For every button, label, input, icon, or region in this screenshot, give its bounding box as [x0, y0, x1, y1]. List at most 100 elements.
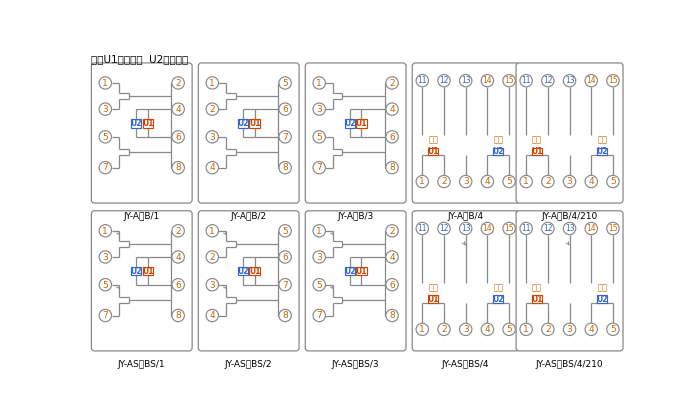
- Circle shape: [172, 251, 184, 263]
- Bar: [131, 267, 141, 275]
- Text: 5: 5: [316, 281, 322, 290]
- Bar: [143, 267, 153, 275]
- Circle shape: [459, 175, 472, 188]
- Bar: [345, 267, 355, 275]
- Text: JY-A、B/4: JY-A、B/4: [447, 212, 484, 221]
- Circle shape: [279, 103, 291, 115]
- Text: 5: 5: [506, 178, 512, 187]
- Text: 13: 13: [565, 76, 575, 85]
- Bar: [597, 295, 607, 303]
- Text: 电源: 电源: [428, 135, 438, 144]
- Bar: [494, 295, 503, 303]
- Text: 6: 6: [282, 105, 288, 114]
- Text: 7: 7: [316, 164, 322, 173]
- Circle shape: [386, 77, 398, 89]
- Bar: [249, 267, 260, 275]
- Text: JY-A、B/2: JY-A、B/2: [230, 212, 267, 221]
- Text: 8: 8: [175, 311, 181, 320]
- Circle shape: [438, 323, 450, 335]
- Text: 1: 1: [209, 79, 215, 88]
- Text: 1: 1: [524, 178, 529, 187]
- Bar: [356, 119, 367, 128]
- Text: 4: 4: [589, 178, 594, 187]
- Text: U1: U1: [531, 295, 542, 304]
- Text: JY-A、B/1: JY-A、B/1: [124, 212, 160, 221]
- Text: U1: U1: [142, 267, 153, 276]
- Text: JY-A、B/4/210: JY-A、B/4/210: [541, 212, 598, 221]
- Text: 1: 1: [102, 79, 108, 88]
- Text: JY-AS、BS/3: JY-AS、BS/3: [332, 360, 379, 369]
- Circle shape: [313, 162, 326, 174]
- Circle shape: [99, 131, 111, 143]
- Text: 4: 4: [484, 178, 490, 187]
- Text: U2: U2: [344, 119, 356, 128]
- Text: U2: U2: [493, 295, 504, 304]
- Circle shape: [172, 77, 184, 89]
- Circle shape: [481, 323, 493, 335]
- Text: 6: 6: [282, 253, 288, 262]
- Bar: [494, 148, 503, 155]
- Bar: [131, 119, 141, 128]
- Circle shape: [313, 309, 326, 321]
- Text: 14: 14: [587, 76, 596, 85]
- Circle shape: [520, 222, 533, 235]
- Text: U2: U2: [237, 119, 248, 128]
- Text: 5: 5: [316, 133, 322, 142]
- Circle shape: [206, 279, 218, 291]
- Circle shape: [313, 103, 326, 115]
- Text: 1: 1: [419, 178, 425, 187]
- Text: 2: 2: [441, 325, 447, 334]
- Text: 3: 3: [463, 178, 468, 187]
- Text: JY-AS、BS/4/210: JY-AS、BS/4/210: [536, 360, 603, 369]
- Text: 1: 1: [316, 227, 322, 236]
- Text: JY-AS、BS/1: JY-AS、BS/1: [118, 360, 166, 369]
- Circle shape: [279, 77, 291, 89]
- Circle shape: [279, 279, 291, 291]
- Circle shape: [386, 162, 398, 174]
- Text: 8: 8: [282, 164, 288, 173]
- Bar: [428, 148, 438, 155]
- Text: 2: 2: [389, 227, 395, 236]
- Circle shape: [542, 74, 554, 87]
- Circle shape: [564, 175, 575, 188]
- Bar: [143, 119, 153, 128]
- Text: 4: 4: [176, 253, 181, 262]
- Text: U2: U2: [130, 119, 141, 128]
- Circle shape: [459, 323, 472, 335]
- Text: 7: 7: [282, 133, 288, 142]
- Circle shape: [206, 225, 218, 237]
- Text: 6: 6: [175, 281, 181, 290]
- Circle shape: [542, 175, 554, 188]
- Circle shape: [313, 279, 326, 291]
- Text: 13: 13: [461, 76, 470, 85]
- Circle shape: [416, 74, 428, 87]
- FancyBboxPatch shape: [516, 211, 623, 351]
- Text: 13: 13: [565, 224, 575, 233]
- Circle shape: [172, 279, 184, 291]
- Circle shape: [279, 225, 291, 237]
- Text: U2: U2: [344, 267, 356, 276]
- Circle shape: [564, 323, 575, 335]
- Circle shape: [607, 74, 620, 87]
- Circle shape: [172, 309, 184, 321]
- Circle shape: [481, 175, 493, 188]
- Text: 1: 1: [102, 227, 108, 236]
- Text: 注：U1辅助电源  U2整定电压: 注：U1辅助电源 U2整定电压: [90, 54, 188, 65]
- Text: 启动: 启动: [494, 283, 503, 292]
- Circle shape: [416, 175, 428, 188]
- Circle shape: [503, 175, 515, 188]
- Circle shape: [386, 225, 398, 237]
- Circle shape: [585, 323, 598, 335]
- Text: U1: U1: [142, 119, 153, 128]
- Circle shape: [313, 77, 326, 89]
- FancyBboxPatch shape: [305, 211, 406, 351]
- Text: 启动: 启动: [597, 283, 607, 292]
- Circle shape: [99, 162, 111, 174]
- Text: JY-AS、BS/4: JY-AS、BS/4: [442, 360, 489, 369]
- Text: U1: U1: [248, 267, 260, 276]
- Circle shape: [99, 225, 111, 237]
- Text: 启动: 启动: [597, 135, 607, 144]
- Text: U1: U1: [356, 267, 368, 276]
- Text: 7: 7: [316, 311, 322, 320]
- Text: 14: 14: [482, 76, 492, 85]
